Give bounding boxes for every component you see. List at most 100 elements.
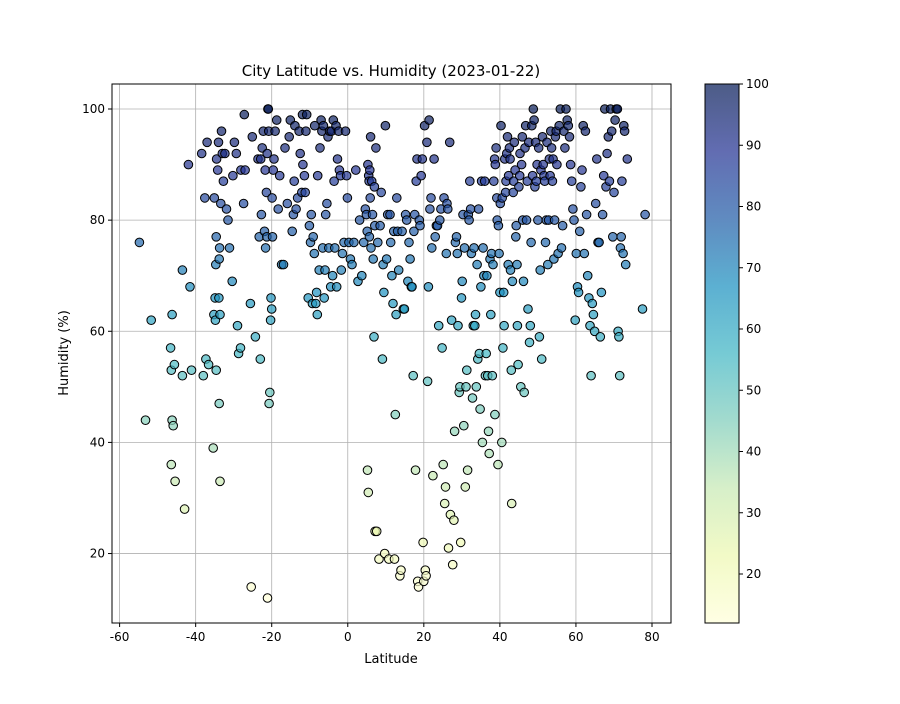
data-point	[518, 276, 529, 287]
data-point	[506, 498, 517, 509]
data-point	[428, 470, 438, 481]
data-point	[208, 443, 218, 453]
data-point	[380, 120, 391, 131]
data-point	[441, 248, 452, 259]
data-point	[262, 148, 273, 159]
data-point	[417, 154, 428, 164]
data-point	[365, 193, 376, 203]
data-point	[464, 215, 474, 225]
data-point	[169, 359, 180, 370]
data-point	[371, 526, 382, 537]
data-point	[255, 154, 266, 164]
data-point	[536, 354, 547, 364]
colorbar-gradient	[704, 83, 740, 624]
data-point	[375, 220, 385, 231]
y-axis-ticks: 20 40 60 80 100	[82, 102, 112, 561]
data-point	[273, 204, 284, 214]
data-point	[262, 593, 273, 603]
data-point	[443, 204, 453, 214]
x-tick-label: -40	[186, 630, 206, 644]
data-point	[529, 115, 539, 125]
data-point	[213, 137, 224, 148]
y-tick-label: 100	[82, 102, 105, 116]
data-point	[449, 426, 460, 437]
data-point	[511, 220, 522, 231]
data-point	[218, 176, 229, 186]
data-point	[318, 120, 329, 131]
data-point	[357, 270, 367, 281]
data-point	[260, 165, 271, 175]
data-point	[320, 209, 331, 220]
data-point	[490, 159, 501, 170]
data-point	[266, 293, 276, 303]
data-point	[368, 254, 379, 264]
data-point	[543, 259, 553, 270]
data-point	[465, 176, 475, 186]
data-point	[369, 332, 379, 342]
data-point	[362, 465, 373, 476]
data-point	[514, 182, 524, 192]
data-point	[146, 315, 156, 326]
data-point	[177, 265, 188, 275]
data-point	[387, 270, 397, 281]
data-point	[517, 132, 528, 142]
data-point	[421, 571, 431, 581]
colorbar-tick-label: 70	[746, 261, 761, 275]
data-point	[490, 409, 500, 420]
data-point	[289, 176, 300, 186]
data-point	[405, 254, 415, 264]
x-axis-label: Latitude	[364, 652, 418, 667]
data-point	[462, 465, 473, 476]
data-point	[358, 237, 369, 248]
data-point	[534, 332, 545, 342]
data-point	[265, 315, 276, 326]
data-point	[496, 120, 506, 131]
data-point	[220, 148, 230, 159]
data-point	[459, 420, 469, 431]
data-point	[587, 298, 598, 309]
data-point	[429, 154, 439, 164]
data-point	[511, 232, 521, 242]
data-point	[498, 343, 508, 353]
chart-title: City Latitude vs. Humidity (2023-01-22)	[242, 62, 541, 80]
data-point	[528, 104, 539, 114]
data-point	[589, 326, 600, 337]
data-point	[612, 104, 623, 114]
data-point	[524, 337, 535, 348]
data-point	[373, 237, 383, 248]
data-point	[203, 359, 214, 370]
data-point	[315, 143, 325, 153]
data-point	[268, 165, 279, 175]
data-point	[134, 237, 145, 248]
data-point	[479, 176, 490, 186]
data-point	[594, 237, 604, 248]
data-point	[347, 259, 357, 270]
data-point	[422, 137, 432, 148]
data-point	[140, 415, 151, 426]
data-point	[215, 476, 225, 487]
data-point	[409, 226, 419, 237]
data-point	[340, 126, 351, 136]
data-point	[461, 382, 471, 392]
data-point	[596, 287, 607, 298]
data-point	[481, 348, 492, 359]
data-point	[557, 220, 568, 231]
data-point	[588, 309, 599, 320]
data-point	[447, 559, 458, 570]
data-point	[224, 243, 235, 253]
data-point	[598, 170, 609, 181]
data-point	[385, 209, 395, 220]
data-point	[202, 137, 212, 148]
colorbar-tick-label: 60	[746, 322, 761, 336]
data-point	[433, 320, 444, 331]
data-point	[469, 243, 479, 253]
data-point	[379, 287, 389, 298]
data-point	[271, 115, 282, 125]
data-point	[300, 187, 311, 198]
data-point	[484, 448, 495, 459]
data-point	[232, 320, 243, 331]
data-point	[514, 170, 525, 181]
y-tick-label: 40	[90, 435, 105, 449]
data-point	[404, 237, 414, 248]
plot-frame	[111, 83, 672, 624]
